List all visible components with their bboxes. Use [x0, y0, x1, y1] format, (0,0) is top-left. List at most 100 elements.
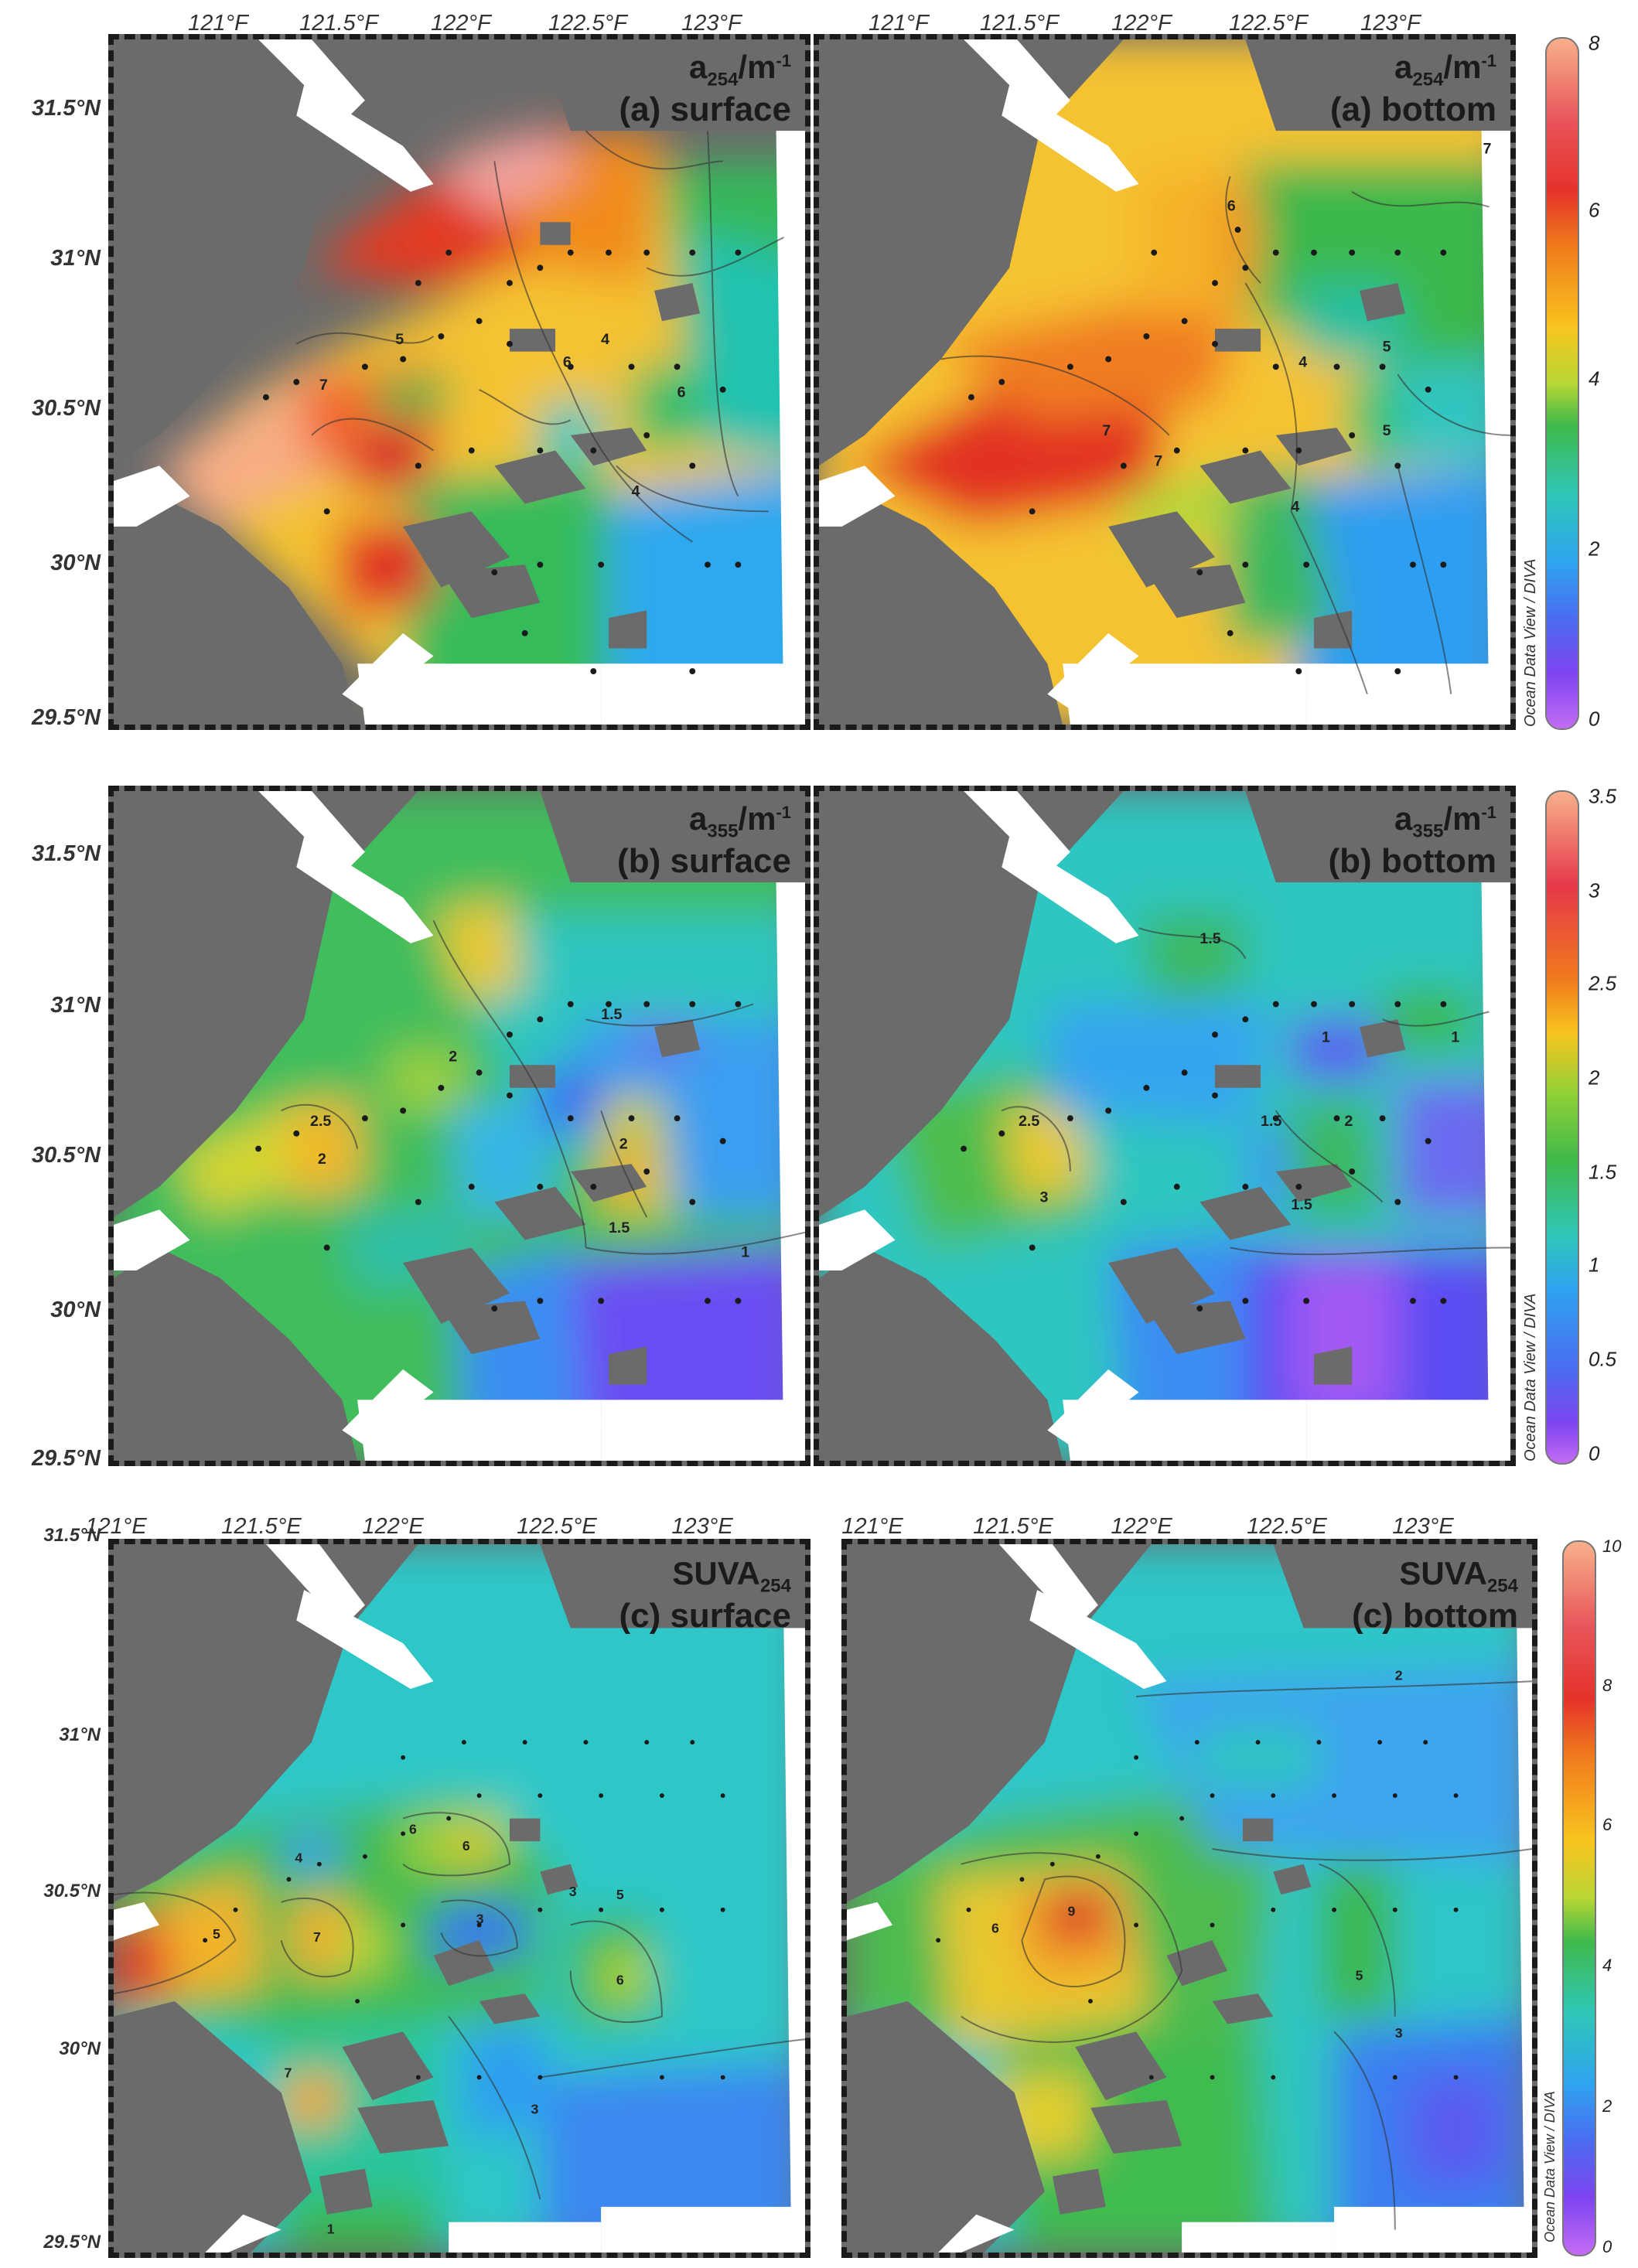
land: [114, 39, 805, 725]
station-points: [262, 249, 742, 675]
contour-label: 7: [313, 1929, 321, 1945]
lon-label: 123°F: [681, 11, 742, 36]
colorbar-tick: 4: [1602, 1956, 1612, 1975]
map-svg: 5 7 6 4 6 4: [114, 39, 805, 725]
colorbar-tick: 2.5: [1589, 971, 1617, 995]
panel-variable: a254/m-1: [689, 49, 791, 90]
panel-variable: a355/m-1: [689, 800, 791, 842]
panel-title: a355/m-1 (b) bottom: [1329, 800, 1496, 882]
contour-labels: 5 7 6 6 4 3 6 5 3 3 1 7: [213, 1821, 624, 2236]
contour-label: 3: [531, 2102, 539, 2117]
lon-label: 121.5°E: [221, 1514, 302, 1539]
panel-label: (b) surface: [617, 841, 791, 880]
lat-label: 31.5°N: [32, 96, 101, 121]
contour-label: 6: [616, 1972, 624, 1987]
lat-label: 31.5°N: [32, 841, 101, 866]
lat-label: 30°N: [50, 551, 101, 575]
contour-label: 5: [1383, 339, 1391, 356]
river-channels: [114, 791, 434, 1446]
lon-label: 121°F: [868, 11, 929, 36]
colorbar-tick: 1.5: [1589, 1160, 1617, 1184]
contour-label: 7: [1102, 422, 1111, 439]
contour-label: 5: [1356, 1967, 1363, 1983]
lat-label: 31.5°N: [43, 1525, 101, 1546]
contour-label: 3: [1395, 2025, 1403, 2041]
panel-title: SUVA254 (c) bottom: [1352, 1555, 1518, 1636]
station-points: [255, 1001, 742, 1312]
river-channels: [819, 791, 1139, 1446]
contour-label: 4: [601, 331, 609, 348]
colorbar-tick: 3.5: [1589, 784, 1617, 808]
colorbar-tick: 3: [1589, 878, 1600, 902]
land: [819, 39, 1510, 725]
contour-label: 2: [449, 1048, 457, 1065]
contour-lines: [961, 1680, 1532, 2230]
lon-label: 121.5°F: [299, 11, 378, 36]
contour-label: 5: [1383, 422, 1391, 439]
colorbar-tick: 0: [1589, 1441, 1600, 1465]
colorbar-tick: 0.5: [1589, 1347, 1617, 1371]
lon-label: 122.5°F: [548, 11, 627, 36]
contour-label: 6: [991, 1920, 999, 1935]
lon-label: 121.5°E: [973, 1514, 1053, 1539]
contour-label: 5: [395, 331, 404, 348]
colorbar-credit: Ocean Data View / DIVA: [1522, 1293, 1539, 1461]
lon-label: 122.5°F: [1229, 11, 1308, 36]
contour-label: 3: [1040, 1189, 1049, 1206]
panel-title: a254/m-1 (a) bottom: [1330, 49, 1496, 130]
contour-lines: [295, 130, 784, 543]
panel-variable: SUVA254: [672, 1555, 791, 1597]
contour-label: 9: [1067, 1904, 1075, 1919]
contour-label: 4: [295, 1850, 302, 1866]
contour-label: 6: [1227, 198, 1236, 215]
lon-label: 121°E: [841, 1514, 903, 1539]
contour-labels: 1.5 2.5 3 1.5 2 1.5 1 1: [1019, 930, 1459, 1213]
contour-labels: 6 7 7 4 5 5 4 7: [1102, 141, 1491, 516]
panel-label: (b) bottom: [1328, 841, 1496, 880]
contour-label: 2: [318, 1151, 326, 1168]
lat-label: 30°N: [59, 2038, 101, 2059]
contour-label: 1.5: [1291, 1196, 1312, 1213]
contour-label: 6: [563, 353, 572, 370]
lon-label: 122°F: [431, 11, 491, 36]
contour-label: 7: [1483, 141, 1492, 158]
contour-label: 2: [1344, 1113, 1353, 1130]
contour-label: 2.5: [1019, 1113, 1039, 1130]
map-panel-a355-surface: 2 2.5 2 1.5 2 1.5 1 a355/m-1 (b) surface: [108, 786, 810, 1466]
contour-label: 7: [319, 377, 328, 394]
lat-label: 29.5°N: [32, 1446, 101, 1471]
lon-label: 122°F: [1111, 11, 1172, 36]
contour-label: 3: [476, 1912, 484, 1927]
contour-label: 5: [616, 1887, 624, 1902]
contour-label: 1.5: [1261, 1113, 1281, 1130]
contour-label: 1.5: [601, 1006, 622, 1023]
contour-lines: [1001, 927, 1510, 1256]
lon-label: 123°E: [671, 1514, 733, 1539]
contour-label: 1: [327, 2221, 335, 2236]
lat-label: 31°N: [59, 1724, 101, 1745]
colorbar-tick: 8: [1602, 1676, 1612, 1695]
contour-label: 4: [1298, 353, 1307, 370]
contour-labels: 5 7 6 4 6 4: [319, 331, 686, 500]
map-svg: 1.5 2.5 3 1.5 2 1.5 1 1: [819, 791, 1510, 1461]
station-points: [936, 1740, 1459, 2080]
contour-label: 6: [409, 1821, 417, 1837]
lat-label: 30.5°N: [32, 1143, 101, 1168]
contour-lines: [114, 1812, 805, 2200]
river-channels: [819, 39, 1139, 710]
lat-label: 30.5°N: [43, 1881, 101, 1901]
contour-labels: 2 9 6 5 3: [991, 1667, 1403, 2041]
lon-label: 121°E: [85, 1514, 147, 1539]
map-panel-a254-bottom: 6 7 7 4 5 5 4 7 a254/m-1 (a) bottom: [814, 34, 1516, 730]
lon-label: 122°E: [1111, 1514, 1172, 1539]
panel-title: a254/m-1 (a) surface: [619, 49, 791, 130]
map-panel-a355-bottom: 1.5 2.5 3 1.5 2 1.5 1 1 a355/m-1 (b) bot…: [814, 786, 1516, 1466]
panel-variable: a355/m-1: [1394, 800, 1496, 842]
colorbar-tick: 2: [1602, 2096, 1612, 2116]
panel-title: SUVA254 (c) surface: [619, 1555, 791, 1636]
contour-label: 7: [1154, 452, 1162, 469]
panel-label: (c) surface: [619, 1596, 791, 1635]
concentration-field: [159, 131, 805, 725]
river-channels: [847, 1544, 1167, 2253]
map-panel-suva-bottom: 2 9 6 5 3 SUVA254 (c) bottom: [841, 1539, 1537, 2258]
